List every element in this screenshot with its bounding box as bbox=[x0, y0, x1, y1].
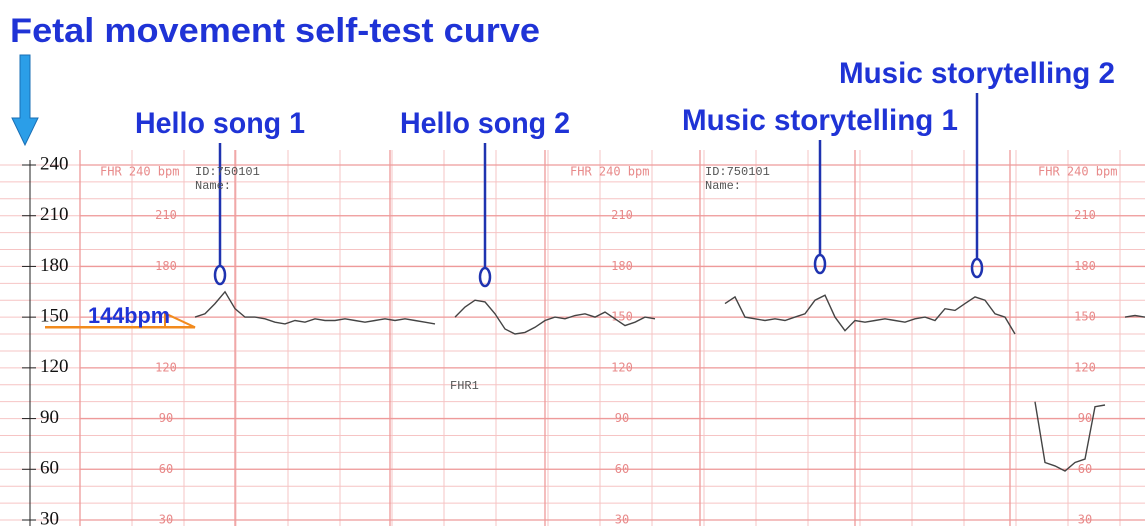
title: Fetal movement self-test curve bbox=[10, 12, 540, 50]
y-tick-label: 60 bbox=[40, 458, 59, 479]
paper-scale: 210 bbox=[611, 208, 633, 222]
annotation-marker bbox=[813, 253, 827, 275]
paper-scale: 120 bbox=[611, 360, 633, 374]
paper-scale: 180 bbox=[611, 259, 633, 273]
paper-scale: 180 bbox=[155, 259, 177, 273]
paper-scale: 60 bbox=[615, 462, 629, 476]
paper-channel: FHR1 bbox=[450, 379, 479, 393]
paper-scale: 150 bbox=[611, 310, 633, 324]
paper-grid bbox=[0, 150, 1145, 526]
paper-scale: 120 bbox=[155, 360, 177, 374]
annotation-label: Hello song 1 bbox=[135, 107, 305, 140]
paper-scale: 210 bbox=[1074, 208, 1096, 222]
y-tick-label: 180 bbox=[40, 255, 69, 276]
y-tick-label: 30 bbox=[40, 508, 59, 526]
annotations: Hello song 1 Hello song 2 Music storytelli… bbox=[135, 57, 1115, 288]
paper-scale: 60 bbox=[159, 462, 173, 476]
paper-scale: 30 bbox=[159, 513, 173, 526]
paper-scale: 90 bbox=[159, 411, 173, 425]
annotation-marker bbox=[970, 257, 984, 279]
paper-scale: 150 bbox=[1074, 310, 1096, 324]
paper-scale: 60 bbox=[1078, 462, 1092, 476]
fhr-trace bbox=[194, 290, 1145, 472]
paper-scale: 210 bbox=[155, 208, 177, 222]
paper-id: ID:750101 bbox=[195, 165, 260, 179]
paper-header: FHR 240 bpm bbox=[1038, 165, 1117, 179]
paper-scale: 120 bbox=[1074, 360, 1096, 374]
annotation-marker bbox=[478, 266, 492, 288]
y-tick-label: 90 bbox=[40, 407, 59, 428]
paper-header: FHR 240 bpm bbox=[570, 165, 649, 179]
y-tick-label: 120 bbox=[40, 356, 69, 377]
paper-scale: 90 bbox=[1078, 411, 1092, 425]
paper-name: Name: bbox=[195, 179, 231, 193]
annotation-label: Music storytelling 1 bbox=[682, 104, 958, 137]
paper-header: FHR 240 bpm bbox=[100, 165, 179, 179]
paper-scale: 180 bbox=[1074, 259, 1096, 273]
annotation-marker bbox=[213, 264, 227, 286]
paper-scale: 30 bbox=[1078, 513, 1092, 526]
y-tick-label: 210 bbox=[40, 204, 69, 225]
baseline-label: 144bpm bbox=[88, 303, 170, 328]
baseline-triangle bbox=[164, 311, 196, 329]
paper-scale: 90 bbox=[615, 411, 629, 425]
annotation-label: Music storytelling 2 bbox=[839, 57, 1115, 90]
paper-scale: 30 bbox=[615, 513, 629, 526]
arrow bbox=[11, 54, 39, 147]
annotation-label: Hello song 2 bbox=[400, 107, 570, 140]
y-tick-label: 240 bbox=[40, 153, 69, 174]
y-tick-label: 150 bbox=[40, 306, 69, 327]
paper-id: ID:750101 bbox=[705, 165, 770, 179]
paper-name: Name: bbox=[705, 179, 741, 193]
